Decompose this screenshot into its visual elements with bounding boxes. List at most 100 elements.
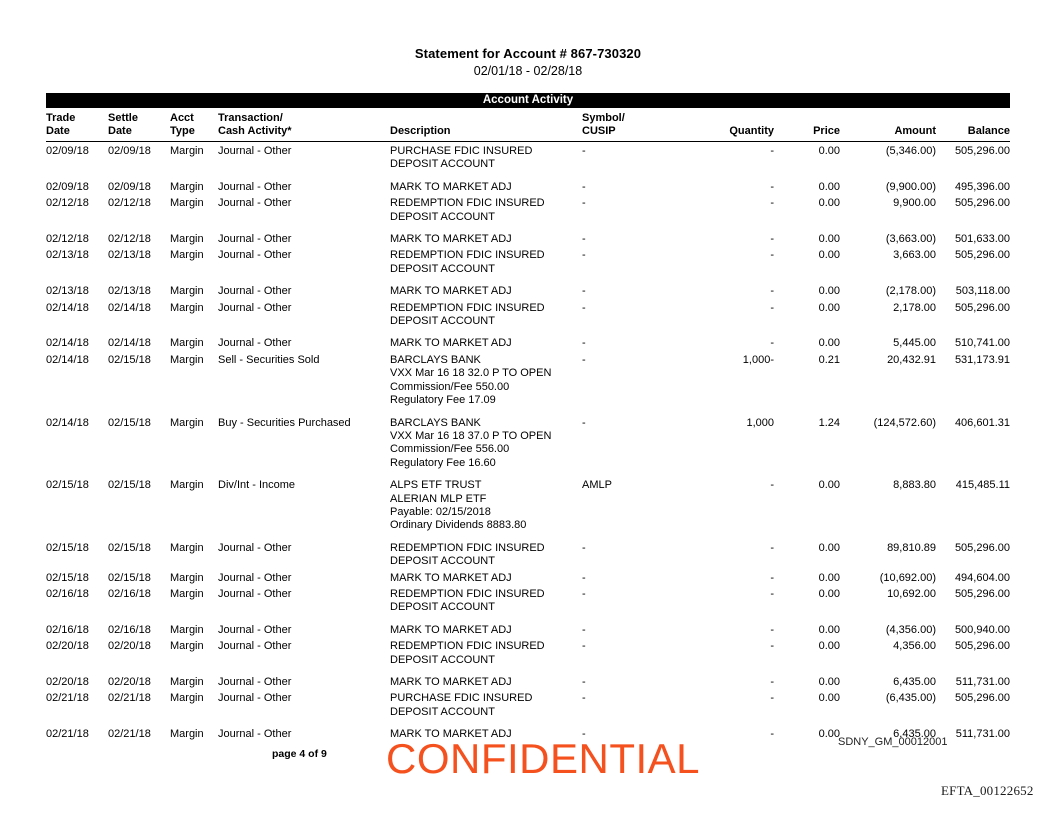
cell-symbol: - bbox=[582, 541, 586, 554]
cell-trade-date: 02/15/18 bbox=[46, 541, 89, 554]
cell-symbol: AMLP bbox=[582, 479, 612, 492]
cell-acct-type: Margin bbox=[170, 640, 204, 653]
cell-symbol: - bbox=[582, 353, 586, 366]
cell-trade-date: 02/14/18 bbox=[46, 416, 89, 429]
cell-description: REDEMPTION FDIC INSURED DEPOSIT ACCOUNT bbox=[390, 197, 545, 223]
table-row: 02/16/18 02/16/18 Margin Journal - Other RED… bbox=[46, 585, 1010, 615]
cell-transaction: Journal - Other bbox=[218, 640, 292, 653]
cell-settle-date: 02/09/18 bbox=[108, 180, 151, 193]
table-row: 02/14/18 02/15/18 Margin Buy - Securities P… bbox=[46, 408, 1010, 471]
column-header-symbol: Symbol/ CUSIP bbox=[582, 112, 678, 142]
cell-price: 0.00 bbox=[818, 640, 840, 653]
cell-quantity: - bbox=[770, 692, 774, 705]
cell-trade-date: 02/21/18 bbox=[46, 728, 89, 741]
table-body: 02/09/18 02/09/18 Margin Journal - Other PUR… bbox=[46, 142, 1010, 742]
cell-symbol: - bbox=[582, 676, 586, 688]
cell-trade-date: 02/21/18 bbox=[46, 692, 89, 705]
cell-acct-type: Margin bbox=[170, 623, 204, 636]
cell-description: MARK TO MARKET ADJ bbox=[390, 233, 512, 246]
column-header-balance: Balance bbox=[936, 112, 1010, 142]
cell-acct-type: Margin bbox=[170, 479, 204, 492]
cell-quantity: - bbox=[770, 728, 774, 741]
cell-amount: 5,445.00 bbox=[893, 337, 936, 350]
cell-transaction: Journal - Other bbox=[218, 676, 292, 688]
cell-acct-type: Margin bbox=[170, 197, 204, 210]
cell-balance: 531,173.91 bbox=[954, 353, 1010, 366]
cell-settle-date: 02/15/18 bbox=[108, 416, 151, 429]
cell-amount: (10,692.00) bbox=[879, 571, 936, 584]
cell-amount: 6,435.00 bbox=[893, 676, 936, 688]
cell-quantity: - bbox=[770, 233, 774, 246]
cell-description: ALPS ETF TRUST ALERIAN MLP ETF Payable: … bbox=[390, 479, 527, 532]
table-row: 02/14/18 02/14/18 Margin Journal - Other RED… bbox=[46, 299, 1010, 329]
cell-amount: 89,810.89 bbox=[887, 541, 936, 554]
column-header-acct-type: Acct Type bbox=[170, 112, 218, 142]
cell-symbol: - bbox=[582, 587, 586, 600]
account-activity-table: Trade Date Settle Date Acct Type Transac… bbox=[46, 112, 1010, 742]
cell-balance: 510,741.00 bbox=[954, 337, 1010, 350]
cell-quantity: - bbox=[770, 640, 774, 653]
table-row: 02/12/18 02/12/18 Margin Journal - Other RED… bbox=[46, 194, 1010, 224]
cell-acct-type: Margin bbox=[170, 233, 204, 246]
cell-transaction: Journal - Other bbox=[218, 180, 292, 193]
cell-quantity: 1,000- bbox=[742, 353, 774, 366]
cell-amount: 8,883.80 bbox=[893, 479, 936, 492]
cell-transaction: Div/Int - Income bbox=[218, 479, 296, 492]
cell-price: 0.00 bbox=[818, 301, 840, 314]
column-header-amount: Amount bbox=[840, 112, 936, 142]
statement-period: 02/01/18 - 02/28/18 bbox=[473, 64, 583, 78]
cell-transaction: Journal - Other bbox=[218, 623, 292, 636]
bates-number-bottom: EFTA_00122652 bbox=[941, 783, 1034, 798]
cell-balance: 505,296.00 bbox=[954, 541, 1010, 554]
cell-price: 0.00 bbox=[818, 692, 840, 705]
cell-acct-type: Margin bbox=[170, 416, 204, 429]
cell-price: 0.00 bbox=[818, 571, 840, 584]
cell-description: MARK TO MARKET ADJ bbox=[390, 728, 512, 741]
cell-price: 0.00 bbox=[818, 145, 840, 157]
cell-balance: 505,296.00 bbox=[954, 145, 1010, 157]
cell-transaction: Journal - Other bbox=[218, 728, 292, 741]
cell-description: BARCLAYS BANK VXX Mar 16 18 32.0 P TO OP… bbox=[390, 353, 552, 407]
cell-amount: 6,435.00 bbox=[893, 728, 936, 741]
cell-price: 0.00 bbox=[818, 587, 840, 600]
cell-trade-date: 02/09/18 bbox=[46, 145, 89, 157]
cell-symbol: - bbox=[582, 285, 586, 298]
cell-acct-type: Margin bbox=[170, 180, 204, 193]
cell-symbol: - bbox=[582, 249, 586, 262]
cell-price: 0.21 bbox=[818, 353, 840, 366]
cell-quantity: - bbox=[770, 197, 774, 210]
cell-price: 0.00 bbox=[818, 541, 840, 554]
cell-settle-date: 02/12/18 bbox=[108, 233, 151, 246]
cell-quantity: - bbox=[770, 337, 774, 350]
cell-acct-type: Margin bbox=[170, 541, 204, 554]
cell-quantity: - bbox=[770, 145, 774, 157]
cell-balance: 505,296.00 bbox=[954, 249, 1010, 262]
table-row: 02/13/18 02/13/18 Margin Journal - Other MAR… bbox=[46, 276, 1010, 298]
cell-acct-type: Margin bbox=[170, 249, 204, 262]
cell-symbol: - bbox=[582, 233, 586, 246]
cell-amount: (4,356.00) bbox=[885, 623, 936, 636]
table-row: 02/14/18 02/15/18 Margin Sell - Securities … bbox=[46, 351, 1010, 408]
cell-symbol: - bbox=[582, 640, 586, 653]
cell-description: MARK TO MARKET ADJ bbox=[390, 337, 512, 350]
cell-transaction: Journal - Other bbox=[218, 249, 292, 262]
cell-balance: 511,731.00 bbox=[955, 728, 1010, 741]
cell-settle-date: 02/13/18 bbox=[108, 249, 151, 262]
cell-transaction: Journal - Other bbox=[218, 337, 292, 350]
cell-description: MARK TO MARKET ADJ bbox=[390, 623, 512, 636]
cell-amount: 10,692.00 bbox=[887, 587, 936, 600]
cell-description: MARK TO MARKET ADJ bbox=[390, 180, 512, 193]
cell-transaction: Journal - Other bbox=[218, 571, 292, 584]
cell-price: 1.24 bbox=[818, 416, 840, 429]
table-row: 02/15/18 02/15/18 Margin Journal - Other RED… bbox=[46, 533, 1010, 569]
cell-balance: 494,604.00 bbox=[954, 571, 1010, 584]
cell-transaction: Journal - Other bbox=[218, 197, 292, 210]
cell-balance: 501,633.00 bbox=[954, 233, 1010, 246]
cell-balance: 503,118.00 bbox=[955, 285, 1010, 298]
cell-symbol: - bbox=[582, 571, 586, 584]
cell-settle-date: 02/15/18 bbox=[108, 479, 151, 492]
cell-settle-date: 02/09/18 bbox=[108, 145, 151, 157]
cell-amount: 20,432.91 bbox=[887, 353, 936, 366]
cell-acct-type: Margin bbox=[170, 728, 204, 741]
cell-balance: 505,296.00 bbox=[954, 640, 1010, 653]
